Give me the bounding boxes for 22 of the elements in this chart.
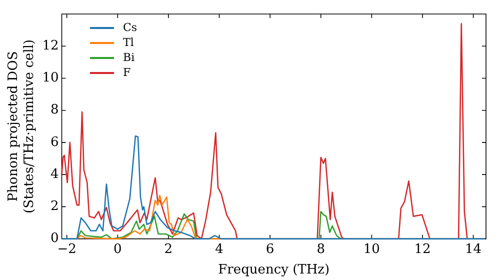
legend-label: Tl (123, 35, 134, 50)
y-axis-title: Phonon projected DOS (States/THz·primitive cell) (6, 39, 37, 214)
y-tick-label: 2 (50, 199, 59, 214)
y-tick-label: 8 (50, 102, 59, 118)
x-tick-label: 10 (363, 242, 380, 257)
legend-label: F (123, 65, 131, 80)
x-tick-label: 4 (215, 242, 224, 257)
x-tick-label: 14 (465, 242, 482, 257)
legend-label: Cs (123, 20, 138, 35)
y-tick-label: 10 (42, 70, 59, 86)
x-tick-label: 8 (316, 242, 326, 257)
y-tick-label: 4 (50, 166, 59, 182)
legend-label: Bi (123, 50, 135, 65)
x-tick-label: 6 (266, 242, 274, 257)
x-tick-label: −2 (57, 242, 76, 257)
y-tick-label: 12 (42, 38, 59, 54)
y-tick-label: 0 (50, 231, 59, 246)
x-tick-label: 0 (113, 242, 122, 257)
x-tick-label: 2 (164, 242, 173, 257)
x-tick-label: 12 (414, 242, 431, 257)
y-tick-label: 6 (50, 134, 59, 150)
x-axis-title: Frequency (THz) (218, 262, 330, 278)
